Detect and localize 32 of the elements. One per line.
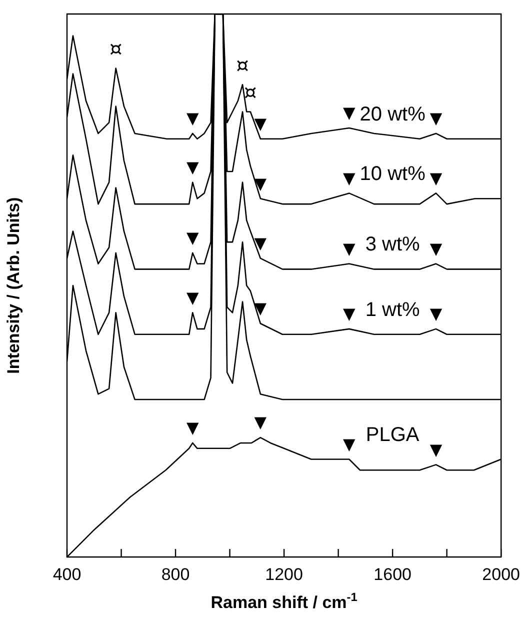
- annotation: ▼: [343, 238, 356, 258]
- annotation: ▼: [186, 157, 200, 176]
- annotation: ▼: [186, 108, 200, 128]
- x-tick-label: 800: [161, 564, 190, 584]
- annotation: ▼: [430, 440, 443, 459]
- annotation: ▼: [343, 103, 356, 122]
- annotation: ▼: [430, 108, 443, 128]
- series-label: 10 wt%: [360, 163, 426, 186]
- annotation: ¤: [109, 36, 122, 61]
- annotation: ▼: [430, 168, 443, 188]
- annotation: ▼: [186, 418, 200, 438]
- annotation: ▼: [430, 238, 443, 258]
- annotation: ▼: [343, 304, 356, 324]
- y-axis-title: Intensity / (Arb. Units): [4, 197, 23, 374]
- annotation: ▼: [254, 412, 268, 432]
- series-label: 1 wt%: [365, 298, 420, 321]
- x-tick-label: 400: [52, 564, 82, 584]
- annotation: ¤: [244, 80, 257, 104]
- annotation: ¤: [236, 52, 249, 77]
- annotation: ▼: [343, 168, 356, 188]
- annotation: ▼: [186, 228, 200, 248]
- annotation: ▼: [186, 288, 200, 307]
- x-tick-label: 2000: [482, 564, 520, 584]
- series-label: 3 wt%: [365, 234, 420, 256]
- x-tick-label: 1600: [374, 564, 412, 584]
- annotation: ▼: [430, 304, 443, 324]
- annotation: ▼: [254, 234, 268, 253]
- annotation: ▼: [343, 434, 356, 454]
- annotation: ▼: [254, 114, 268, 134]
- x-tick-label: 1200: [265, 564, 303, 584]
- series-label: PLGA: [366, 424, 420, 446]
- series-label: 20 wt%: [360, 103, 426, 126]
